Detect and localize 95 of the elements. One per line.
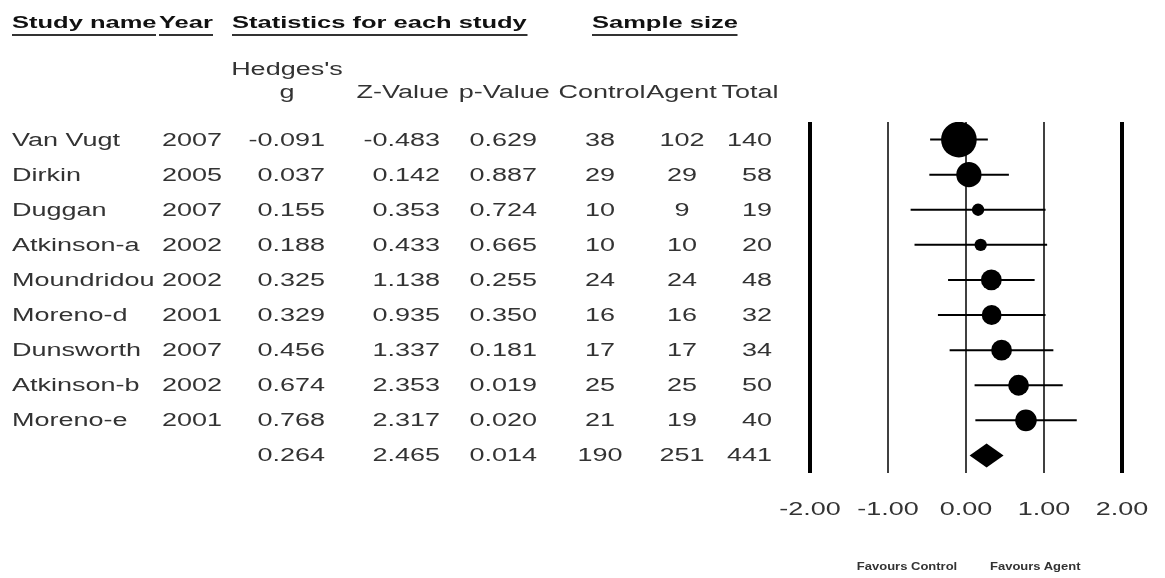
x-tick-label: 0.00	[939, 498, 993, 519]
text: 24	[666, 269, 698, 292]
text: Atkinson-a	[12, 234, 140, 257]
text: 32	[741, 304, 772, 327]
text: 0.020	[469, 409, 537, 432]
text: 251	[659, 444, 705, 467]
text: 0.142	[372, 164, 440, 187]
text: 48	[741, 269, 772, 292]
text: Control	[558, 81, 646, 104]
text: 1.337	[372, 339, 440, 362]
text: 17	[584, 339, 616, 362]
text: 50	[741, 374, 772, 397]
text: Moundridou	[12, 269, 155, 292]
text: 0.629	[469, 129, 537, 152]
text: 0.456	[257, 339, 325, 362]
text: 1.138	[372, 269, 440, 292]
text: 2005	[161, 164, 222, 187]
text: Total	[721, 81, 779, 104]
text: Hedges's g	[230, 58, 344, 104]
text: -0.483	[363, 129, 440, 152]
text: 441	[726, 444, 772, 467]
text: Year	[159, 11, 213, 36]
text: Study name	[12, 11, 157, 36]
text: 2.465	[372, 444, 440, 467]
text: Z-Value	[356, 81, 450, 104]
text: 29	[584, 164, 616, 187]
text: 0.329	[257, 304, 325, 327]
x-tick-label: 2.00	[1095, 498, 1149, 519]
text: 58	[741, 164, 772, 187]
x-tick-label: 1.00	[1017, 498, 1071, 519]
text: 9	[674, 199, 690, 222]
text: 0.037	[257, 164, 325, 187]
text: 2001	[161, 409, 222, 432]
text: 34	[741, 339, 772, 362]
text: 140	[726, 129, 772, 152]
text: 0.188	[257, 234, 325, 257]
text: 2.353	[372, 374, 440, 397]
text: 24	[584, 269, 616, 292]
text: 19	[741, 199, 772, 222]
text: 0.724	[469, 199, 537, 222]
text: 10	[584, 199, 616, 222]
text: 0.181	[469, 339, 537, 362]
text: 0.935	[372, 304, 440, 327]
text: 0.433	[372, 234, 440, 257]
text: 2.317	[372, 409, 440, 432]
text: -0.091	[248, 129, 325, 152]
text: 102	[659, 129, 705, 152]
text: 17	[666, 339, 698, 362]
text: Agent	[646, 81, 718, 104]
text: 38	[584, 129, 616, 152]
text: Favours Control	[856, 561, 957, 572]
text: 2007	[161, 199, 222, 222]
text: Duggan	[12, 199, 107, 222]
text: 0.019	[469, 374, 537, 397]
text: 0.264	[257, 444, 325, 467]
x-tick-label: -2.00	[779, 498, 841, 519]
text: 0.255	[469, 269, 537, 292]
text: 2001	[161, 304, 222, 327]
text: Favours Agent	[990, 561, 1081, 572]
text: Dirkin	[12, 164, 82, 187]
x-tick-label: -1.00	[857, 498, 919, 519]
text: 190	[577, 444, 623, 467]
text: Atkinson-b	[12, 374, 140, 397]
text: Sample size	[592, 11, 738, 36]
text: Van Vugt	[12, 129, 121, 152]
text: 2007	[161, 129, 222, 152]
text: 25	[666, 374, 698, 397]
text: 0.768	[257, 409, 325, 432]
text: 0.674	[257, 374, 325, 397]
text: 16	[584, 304, 616, 327]
text: 0.887	[469, 164, 537, 187]
text: 0.350	[469, 304, 537, 327]
text: 2002	[161, 234, 222, 257]
text: 20	[741, 234, 772, 257]
text: 2007	[161, 339, 222, 362]
text: 0.325	[257, 269, 325, 292]
text: 16	[666, 304, 698, 327]
text: 0.155	[257, 199, 325, 222]
text: 0.014	[469, 444, 537, 467]
text: p-Value	[458, 81, 550, 104]
text: 40	[741, 409, 772, 432]
text: 0.665	[469, 234, 537, 257]
text: 25	[584, 374, 616, 397]
text: Moreno-e	[12, 409, 128, 432]
text: 10	[584, 234, 616, 257]
text: 19	[666, 409, 698, 432]
text: 21	[584, 409, 616, 432]
text: 0.353	[372, 199, 440, 222]
text: Dunsworth	[12, 339, 142, 362]
text: Statistics for each study	[232, 11, 527, 36]
text: 29	[666, 164, 698, 187]
text: 2002	[161, 374, 222, 397]
text: Moreno-d	[12, 304, 128, 327]
text: 2002	[161, 269, 222, 292]
text: 10	[666, 234, 698, 257]
